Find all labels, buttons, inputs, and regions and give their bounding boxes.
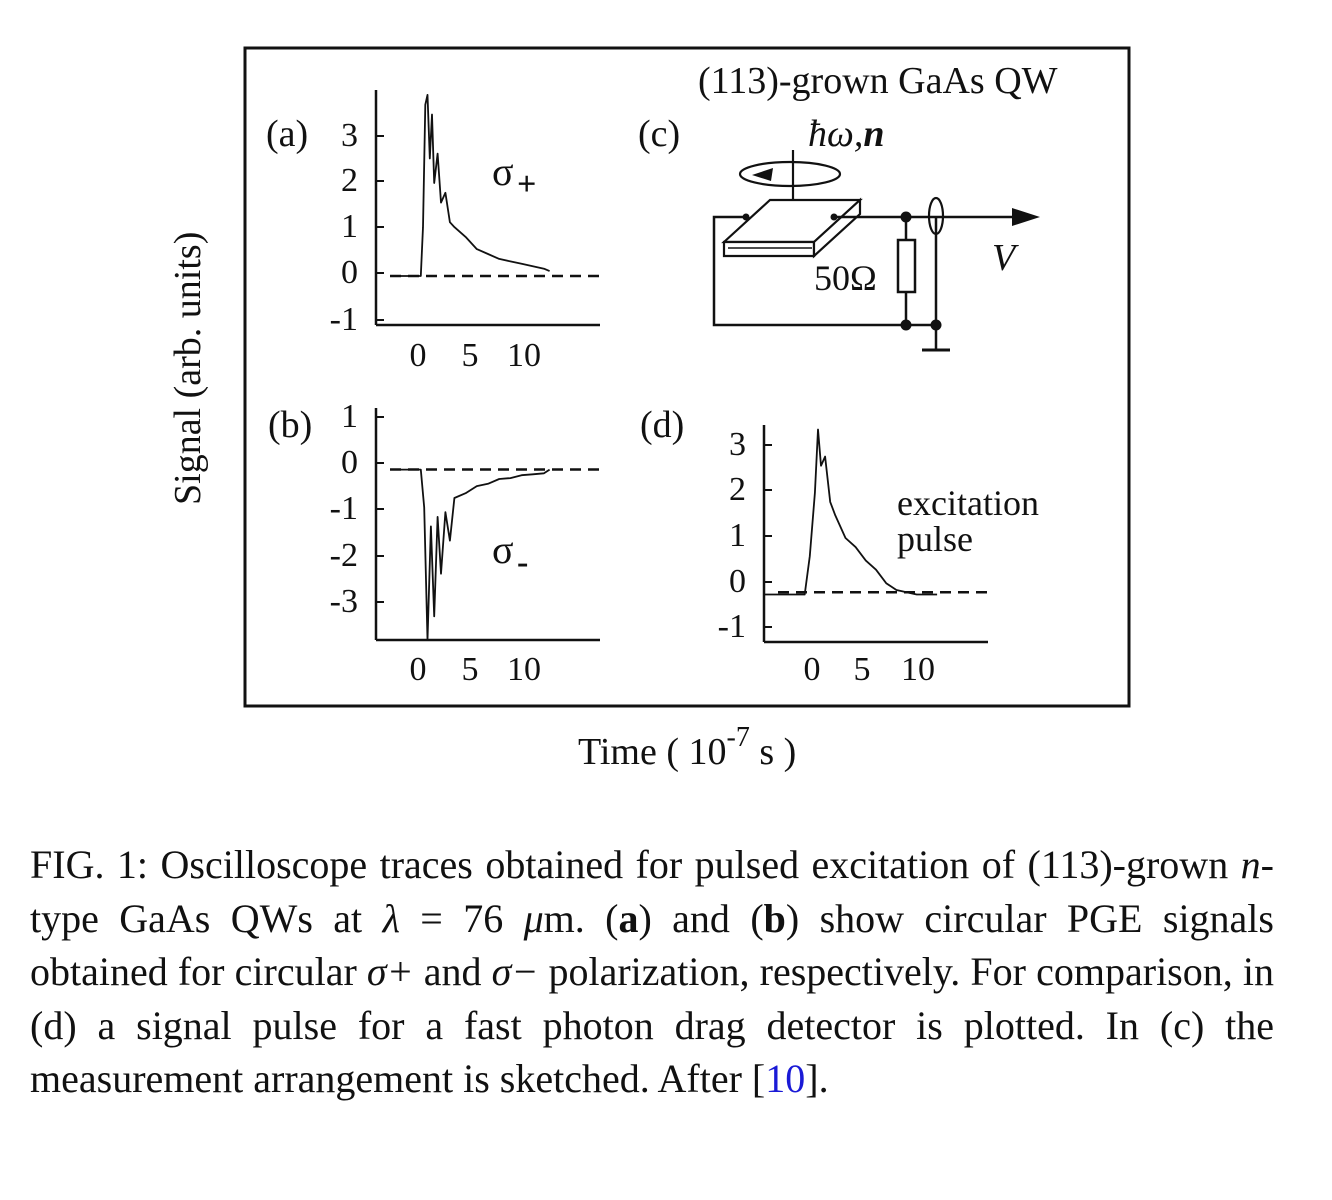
figure-caption: FIG. 1: Oscilloscope traces obtained for… bbox=[30, 838, 1274, 1106]
output-arrowhead bbox=[1012, 208, 1040, 226]
signal-trace bbox=[392, 468, 551, 641]
coax-shield-symbol bbox=[927, 196, 945, 236]
x-tick-label: 10 bbox=[507, 337, 541, 374]
polarization-ellipse bbox=[738, 160, 842, 188]
caption-part5: ) and ( bbox=[638, 895, 764, 941]
y-tick-label: -3 bbox=[330, 583, 358, 620]
y-tick-label: 1 bbox=[341, 398, 358, 435]
annotation-label: pulse bbox=[897, 519, 973, 559]
y-tick-label: 0 bbox=[341, 254, 358, 291]
panel-label: (b) bbox=[268, 404, 312, 446]
caption-part2: -type GaAs QWs at bbox=[30, 842, 1274, 941]
node-bottom-left bbox=[900, 319, 912, 331]
polarization-subscript: + bbox=[517, 166, 536, 203]
beam-label: ħω,n bbox=[808, 113, 884, 155]
y-tick-label: -1 bbox=[330, 490, 358, 527]
caption-n-var: n bbox=[1240, 842, 1261, 887]
panel-b: 10-1-2-30 5 10(b)σ - bbox=[268, 398, 600, 688]
sample-front bbox=[722, 240, 816, 258]
resistor-label: 50Ω bbox=[814, 258, 877, 298]
voltage-label: V bbox=[992, 237, 1019, 279]
sample-side bbox=[812, 197, 862, 259]
y-tick-label: 3 bbox=[341, 117, 358, 154]
panel-label: (d) bbox=[640, 404, 684, 446]
y-tick-label: 0 bbox=[341, 444, 358, 481]
polarization-label: σ bbox=[492, 149, 514, 194]
x-tick-label: 10 bbox=[507, 651, 541, 688]
polarization-arrowhead bbox=[752, 168, 773, 181]
beam-label-hw: ħω, bbox=[808, 113, 863, 155]
caption-mu: μ bbox=[523, 895, 544, 941]
caption-sigma-minus: σ− bbox=[491, 949, 539, 994]
caption-part7: and bbox=[413, 949, 492, 994]
polarization-subscript: - bbox=[517, 544, 528, 581]
caption-part9: ]. bbox=[805, 1056, 829, 1101]
signal-trace bbox=[392, 94, 550, 277]
x-axis-title-suffix: s ) bbox=[750, 731, 796, 773]
x-axis-title-prefix: Time ( 10 bbox=[578, 731, 727, 773]
caption-lambda: λ bbox=[382, 895, 400, 941]
polarization-label: σ bbox=[492, 527, 514, 572]
x-tick-label: 5 bbox=[462, 337, 479, 374]
y-tick-label: 2 bbox=[341, 162, 358, 199]
caption-part8: polarization, respectively. For comparis… bbox=[30, 949, 1274, 1101]
signal-trace bbox=[764, 428, 938, 596]
panel-label: (a) bbox=[266, 113, 308, 155]
annotation-label: excitation bbox=[897, 483, 1039, 523]
x-tick-label: 0 bbox=[410, 337, 427, 374]
y-tick-label: 1 bbox=[341, 208, 358, 245]
x-tick-label: 0 bbox=[804, 651, 821, 688]
caption-part6: ) show circular PGE signals obtained for… bbox=[30, 895, 1274, 995]
node-bottom-right bbox=[930, 319, 942, 331]
caption-ref-link[interactable]: 10 bbox=[765, 1056, 806, 1101]
circuit-left-wire bbox=[712, 215, 906, 327]
y-tick-label: -1 bbox=[330, 301, 358, 338]
x-axis-title-exp: -7 bbox=[727, 722, 750, 753]
y-axis-title: Signal (arb. units) bbox=[167, 232, 209, 505]
caption-bold-b: b bbox=[763, 895, 786, 941]
caption-part4: m. ( bbox=[543, 895, 619, 941]
y-tick-label: 0 bbox=[729, 563, 746, 600]
beam-label-n: n bbox=[863, 113, 884, 155]
panel-c-label: (c) bbox=[638, 113, 680, 155]
figure-frame bbox=[243, 46, 1131, 708]
caption-bold-a: a bbox=[618, 895, 639, 941]
caption-part1: Oscilloscope traces obtained for pulsed … bbox=[160, 842, 1241, 887]
resistor bbox=[896, 238, 917, 294]
x-tick-label: 5 bbox=[462, 651, 479, 688]
caption-fig-label: FIG. 1: bbox=[30, 842, 161, 887]
y-tick-label: -2 bbox=[330, 537, 358, 574]
y-tick-label: 2 bbox=[729, 471, 746, 508]
panel-c-schematic: (c) ħω,n 50Ω V bbox=[638, 113, 1040, 352]
y-tick-label: 1 bbox=[729, 517, 746, 554]
y-tick-label: -1 bbox=[718, 608, 746, 645]
caption-part3: = 76 bbox=[399, 895, 524, 941]
x-tick-label: 0 bbox=[410, 651, 427, 688]
caption-sigma-plus: σ+ bbox=[366, 949, 414, 994]
frame-title: (113)-grown GaAs QW bbox=[698, 60, 1058, 102]
figure: (113)-grown GaAs QW Signal (arb. units) … bbox=[167, 46, 1131, 773]
node-top bbox=[900, 211, 912, 223]
x-tick-label: 5 bbox=[854, 651, 871, 688]
y-tick-label: 3 bbox=[729, 426, 746, 463]
x-axis-title: Time ( 10-7 s ) bbox=[578, 722, 796, 773]
x-tick-label: 10 bbox=[901, 651, 935, 688]
